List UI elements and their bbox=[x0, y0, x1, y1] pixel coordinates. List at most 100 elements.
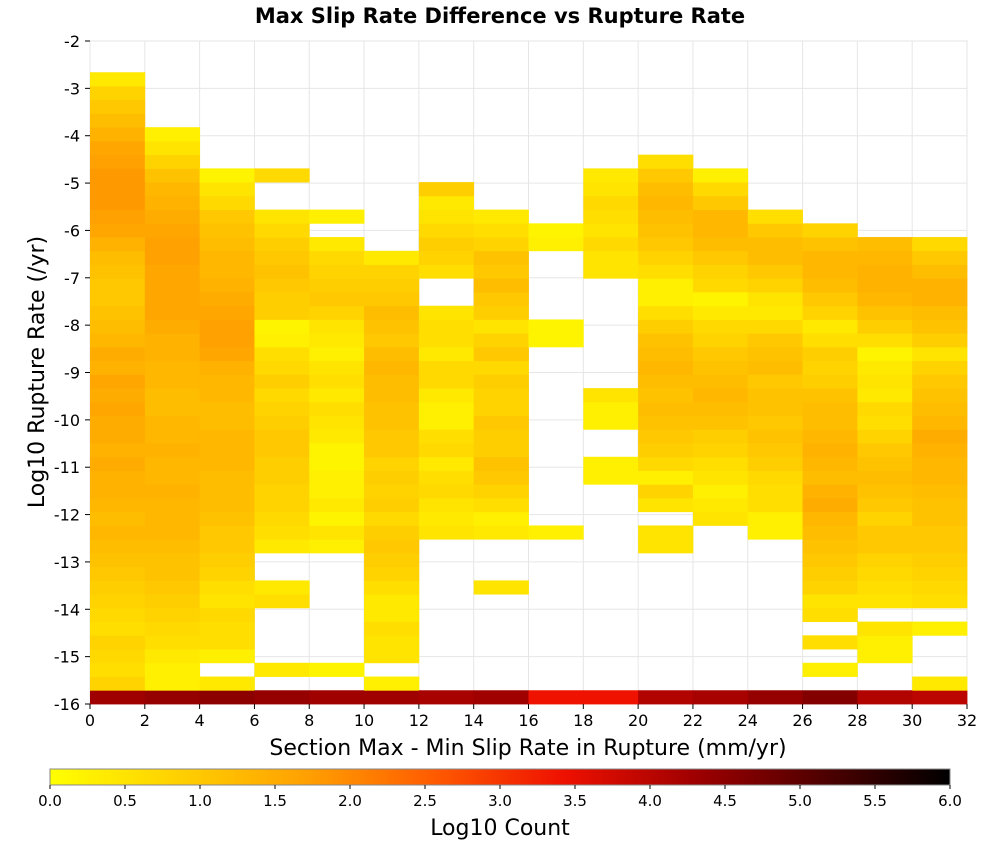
heatmap-cell bbox=[90, 401, 146, 416]
heatmap-cell bbox=[638, 264, 694, 279]
x-tick-label: 32 bbox=[957, 711, 977, 730]
heatmap-cell bbox=[583, 456, 639, 471]
heatmap-cell bbox=[90, 113, 146, 128]
heatmap-cell bbox=[254, 511, 310, 526]
heatmap-cell bbox=[802, 319, 858, 334]
heatmap-cell bbox=[692, 291, 749, 307]
heatmap-cell bbox=[418, 429, 475, 444]
heatmap-cell bbox=[254, 291, 310, 307]
heatmap-cell bbox=[144, 497, 201, 513]
heatmap-cell bbox=[857, 552, 913, 568]
heatmap-cell bbox=[309, 374, 365, 389]
heatmap-cell bbox=[418, 182, 475, 197]
heatmap-cell bbox=[364, 305, 420, 320]
heatmap-cell bbox=[90, 580, 146, 595]
heatmap-cell bbox=[90, 676, 146, 691]
heatmap-cell bbox=[144, 552, 201, 568]
heatmap-cell bbox=[254, 346, 310, 362]
heatmap-cell bbox=[254, 388, 310, 403]
heatmap-cell bbox=[418, 223, 475, 238]
heatmap-cell bbox=[90, 374, 146, 389]
heatmap-cell bbox=[90, 470, 146, 485]
heatmap-cell bbox=[802, 401, 858, 416]
x-tick-label: 12 bbox=[409, 711, 429, 730]
colorbar-tick-label: 0.5 bbox=[113, 792, 137, 810]
heatmap-cell bbox=[254, 594, 310, 609]
heatmap-cell bbox=[638, 195, 694, 210]
heatmap-cell bbox=[473, 291, 529, 307]
heatmap-cell bbox=[144, 566, 201, 581]
heatmap-cell bbox=[747, 690, 803, 705]
x-axis-label: Section Max - Min Slip Rate in Rupture (… bbox=[269, 736, 786, 761]
heatmap-cell bbox=[199, 470, 255, 485]
heatmap-cell bbox=[418, 401, 475, 416]
heatmap-cell bbox=[747, 264, 803, 279]
heatmap-cell bbox=[254, 525, 310, 540]
heatmap-cell bbox=[692, 250, 749, 265]
heatmap-cell bbox=[857, 360, 913, 375]
heatmap-cell bbox=[912, 401, 968, 416]
heatmap-cell bbox=[418, 237, 475, 252]
heatmap-cell bbox=[364, 346, 420, 362]
heatmap-cell bbox=[857, 566, 913, 581]
heatmap-cell bbox=[583, 470, 639, 485]
heatmap-cell bbox=[144, 484, 201, 499]
heatmap-cell bbox=[802, 443, 858, 458]
heatmap-cell bbox=[747, 484, 803, 499]
heatmap-cell bbox=[747, 415, 803, 430]
heatmap-cell bbox=[747, 333, 803, 348]
heatmap-cell bbox=[309, 360, 365, 375]
heatmap-cell bbox=[199, 209, 255, 224]
heatmap-cell bbox=[418, 690, 475, 705]
heatmap-cell bbox=[144, 676, 201, 691]
heatmap-cell bbox=[912, 580, 968, 595]
heatmap-cell bbox=[309, 443, 365, 458]
heatmap-cell bbox=[199, 484, 255, 499]
y-tick-label: -12 bbox=[54, 506, 80, 525]
heatmap-cell bbox=[90, 539, 146, 554]
heatmap-cell bbox=[692, 346, 749, 362]
heatmap-cell bbox=[418, 346, 475, 362]
heatmap-cell bbox=[638, 690, 694, 705]
heatmap-cell bbox=[254, 305, 310, 320]
heatmap-cell bbox=[90, 182, 146, 197]
heatmap-cell bbox=[364, 511, 420, 526]
heatmap-cell bbox=[254, 319, 310, 334]
heatmap-cell bbox=[802, 346, 858, 362]
heatmap-cell bbox=[912, 415, 968, 430]
colorbar-tick-label: 4.0 bbox=[638, 792, 662, 810]
heatmap-cell bbox=[418, 333, 475, 348]
heatmap-cells bbox=[90, 72, 968, 705]
heatmap-cell bbox=[747, 209, 803, 224]
x-tick-label: 24 bbox=[738, 711, 758, 730]
heatmap-cell bbox=[144, 690, 201, 705]
heatmap-cell bbox=[199, 539, 255, 554]
heatmap-cell bbox=[638, 168, 694, 183]
heatmap-cell bbox=[144, 278, 201, 293]
heatmap-cell bbox=[199, 223, 255, 238]
heatmap-cell bbox=[199, 291, 255, 307]
heatmap-cell bbox=[473, 456, 529, 471]
y-tick-label: -16 bbox=[54, 695, 80, 714]
heatmap-cell bbox=[309, 291, 365, 307]
heatmap-cell bbox=[857, 539, 913, 554]
heatmap-cell bbox=[802, 552, 858, 568]
heatmap-cell bbox=[583, 209, 639, 224]
heatmap-cell bbox=[692, 333, 749, 348]
heatmap-cell bbox=[309, 662, 365, 677]
heatmap-cell bbox=[90, 607, 146, 622]
heatmap-cell bbox=[692, 182, 749, 197]
heatmap-cell bbox=[857, 305, 913, 320]
heatmap-cell bbox=[364, 470, 420, 485]
heatmap-cell bbox=[583, 388, 639, 403]
heatmap-cell bbox=[583, 401, 639, 416]
heatmap-cell bbox=[692, 429, 749, 444]
heatmap-cell bbox=[857, 594, 913, 609]
heatmap-cell bbox=[90, 443, 146, 458]
heatmap-cell bbox=[199, 429, 255, 444]
heatmap-cell bbox=[638, 182, 694, 197]
heatmap-cell bbox=[912, 539, 968, 554]
heatmap-cell bbox=[912, 264, 968, 279]
heatmap-cell bbox=[254, 443, 310, 458]
heatmap-cell bbox=[638, 250, 694, 265]
